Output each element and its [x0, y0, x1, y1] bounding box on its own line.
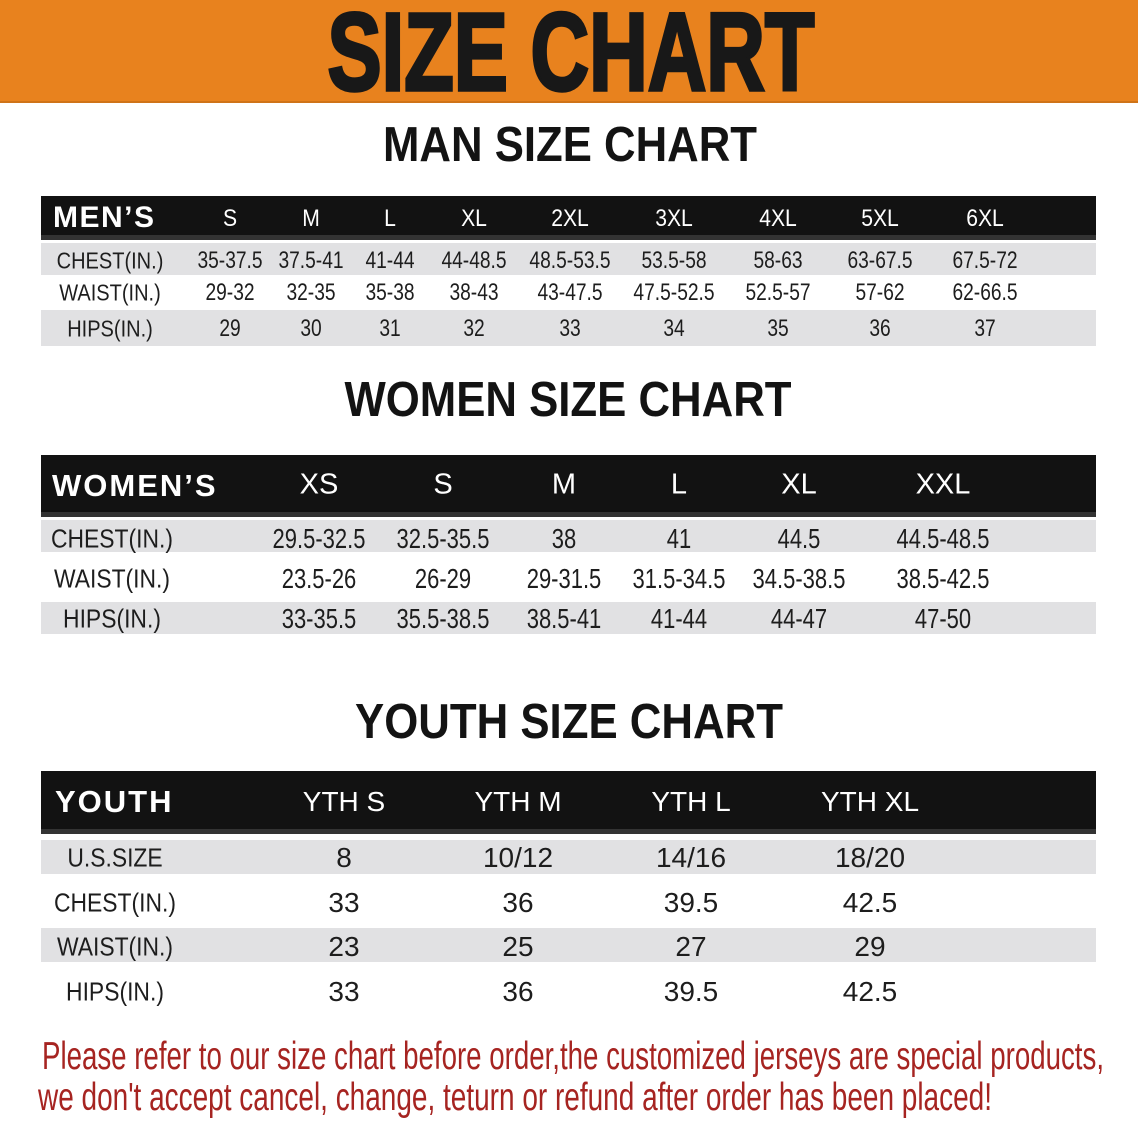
svg-text:MAN SIZE CHART: MAN SIZE CHART	[383, 118, 757, 172]
svg-text:WOMEN SIZE CHART: WOMEN SIZE CHART	[345, 373, 792, 427]
svg-text:SIZE CHART: SIZE CHART	[328, 0, 815, 114]
svg-text:we don't accept cancel, change: we don't accept cancel, change, teturn o…	[37, 1076, 992, 1119]
svg-text:YOUTH SIZE CHART: YOUTH SIZE CHART	[355, 695, 783, 749]
svg-text:Please refer to our size chart: Please refer to our size chart before or…	[42, 1035, 1104, 1078]
